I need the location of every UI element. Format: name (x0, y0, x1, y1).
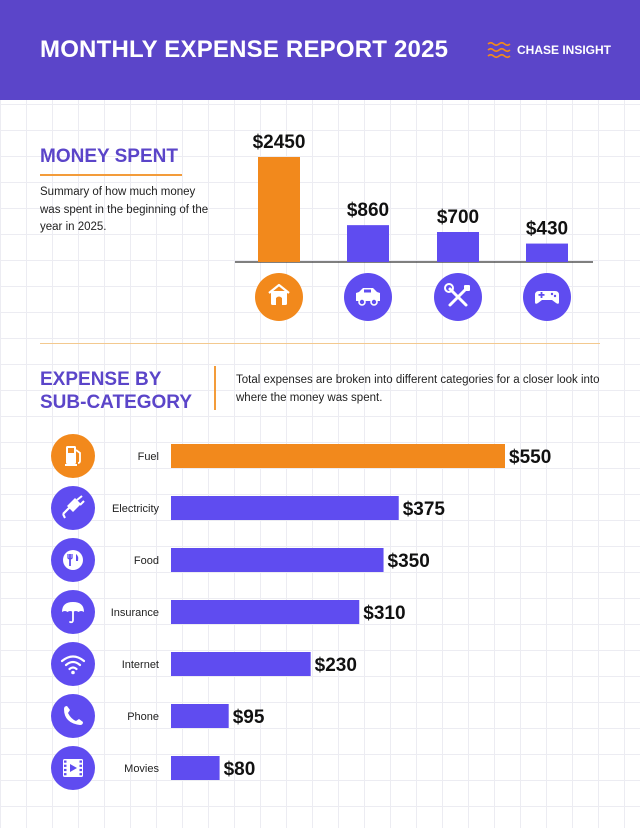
phone-icon (64, 706, 83, 725)
home-icon (268, 283, 290, 305)
brand-logo: CHASE INSIGHT (487, 40, 611, 60)
sub-category-heading-line1: EXPENSE BY (40, 369, 162, 390)
vbar-value-label: $430 (526, 219, 568, 240)
category-icon-circle (255, 273, 303, 321)
category-icon-circle (523, 273, 571, 321)
hbar (171, 444, 505, 468)
vbar (437, 232, 479, 262)
hbar-value-label: $230 (315, 655, 357, 676)
vbar (526, 243, 568, 262)
wifi-icon (60, 655, 86, 675)
hbar (171, 756, 220, 780)
category-icon-circle (344, 273, 392, 321)
vbar-value-label: $2450 (253, 132, 306, 153)
hbar-category-label: Food (134, 555, 159, 567)
page-title: MONTHLY EXPENSE REPORT 2025 (40, 36, 449, 63)
subcategory-icon-circle (51, 538, 95, 582)
sub-category-description: Total expenses are broken into different… (236, 374, 600, 404)
hbar (171, 704, 229, 728)
hbar-category-label: Electricity (112, 503, 160, 515)
hbar-value-label: $95 (233, 707, 265, 728)
brand-name: CHASE INSIGHT (517, 43, 612, 57)
hbar-value-label: $310 (363, 603, 405, 624)
hbar-value-label: $550 (509, 447, 551, 468)
wave-lines-icon (487, 41, 511, 59)
money-spent-description: Summary of how much money was spent in t… (40, 186, 209, 233)
heading-underline (40, 174, 182, 176)
subcategory-icon-circle (51, 590, 95, 634)
subcategory-icon-circle (51, 486, 95, 530)
vbar (347, 225, 389, 262)
subcategory-icon-circle (51, 434, 95, 478)
vbar (258, 157, 300, 262)
umbrella-icon (62, 602, 84, 624)
sub-category-heading-line2: SUB-CATEGORY (40, 392, 192, 413)
hbar-category-label: Insurance (111, 607, 159, 619)
hbar-category-label: Movies (124, 763, 159, 775)
subcategory-icon-circle (51, 642, 95, 686)
subcategory-icon-circle (51, 694, 95, 738)
hbar (171, 548, 384, 572)
hbar (171, 652, 311, 676)
hbar-value-label: $350 (388, 551, 430, 572)
tools-icon (444, 283, 470, 307)
section-divider (40, 343, 600, 344)
vertical-separator (214, 366, 216, 410)
car-icon (356, 288, 380, 306)
hbar-category-label: Phone (127, 711, 159, 723)
utensils-icon (63, 550, 83, 570)
vbar-value-label: $860 (347, 200, 389, 221)
hbar (171, 600, 360, 624)
hbar-value-label: $375 (403, 499, 446, 520)
header-banner: MONTHLY EXPENSE REPORT 2025 CHASE INSIGH… (0, 0, 640, 100)
subcategory-icon-circle (51, 746, 95, 790)
vbar-value-label: $700 (437, 207, 479, 228)
hbar (171, 496, 399, 520)
plug-icon (62, 495, 85, 519)
hbar-category-label: Fuel (138, 451, 159, 463)
gamepad-icon (535, 291, 559, 304)
money-spent-heading: MONEY SPENT (40, 146, 178, 167)
hbar-category-label: Internet (122, 659, 159, 671)
category-icon-circle (434, 273, 482, 321)
fuel-pump-icon (65, 446, 81, 466)
hbar-value-label: $80 (224, 759, 256, 780)
sub-category-heading: EXPENSE BY SUB-CATEGORY (40, 368, 192, 414)
film-icon (63, 759, 83, 777)
